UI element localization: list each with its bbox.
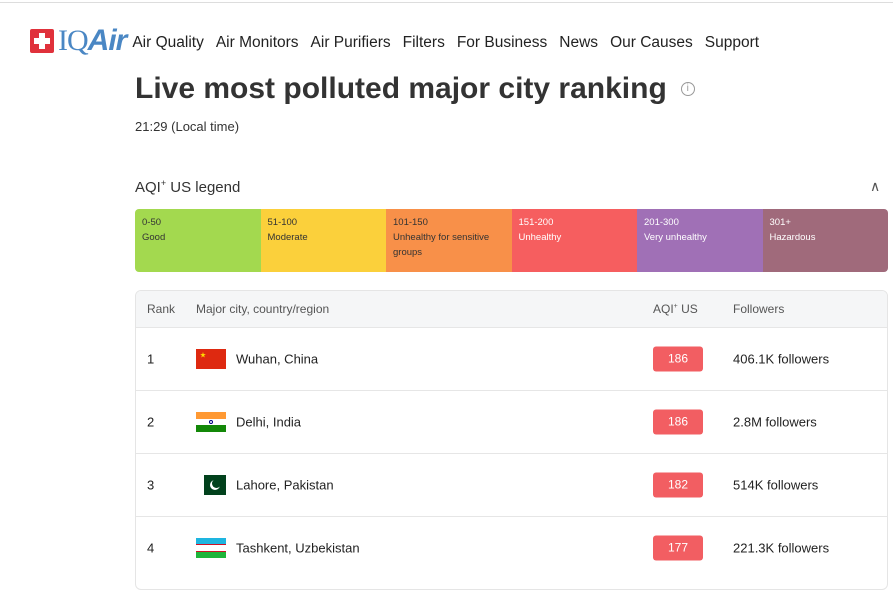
nav-item[interactable]: Filters [402,34,445,51]
legend-label: Unhealthy for sensitive groups [393,232,490,258]
logo-text: IQAir [58,24,127,57]
legend-label: Moderate [267,232,308,243]
nav-item[interactable]: Air Monitors [215,34,299,51]
top-border [0,2,893,3]
ranking-table: Rank Major city, country/region AQI+ US … [135,290,888,590]
legend-range: 201-300 [644,217,679,228]
rank: 3 [147,477,155,493]
followers: 2.8M followers [733,414,817,430]
swiss-cross-icon [30,29,54,53]
nav-item[interactable]: Air Purifiers [310,34,391,51]
china-flag-icon [196,349,226,369]
iqair-logo[interactable]: IQAir [30,24,127,58]
legend-segment: 0-50 Good [135,209,261,272]
title-row: Live most polluted major city ranking i [135,72,695,106]
header-aqi: AQI+ US [653,302,698,316]
pakistan-flag-icon [196,475,226,495]
legend-range: 101-150 [393,217,428,228]
legend-segment: 51-100 Moderate [260,209,386,272]
city-name[interactable]: Delhi, India [236,414,302,430]
table-row[interactable]: 4 Tashkent, Uzbekistan 177 221.3K follow… [136,516,887,579]
followers: 514K followers [733,477,819,493]
nav-item[interactable]: For Business [456,34,548,51]
aqi-badge: 186 [653,409,703,435]
nav-item[interactable]: Support [704,34,760,51]
legend-segment: 151-200 Unhealthy [511,209,637,272]
legend-segment: 101-150 Unhealthy for sensitive groups [386,209,512,272]
legend-label: Unhealthy [518,232,562,243]
main-nav: Air Quality Air Monitors Air Purifiers Filt… [132,34,759,52]
legend-label: Hazardous [769,232,816,243]
uzbekistan-flag-icon [196,538,226,558]
legend-range: 301+ [769,217,791,228]
table-header: Rank Major city, country/region AQI+ US … [136,291,887,327]
aqi-badge: 186 [653,346,703,372]
nav-item[interactable]: Our Causes [610,34,693,51]
legend-segment: 201-300 Very unhealthy [637,209,763,272]
followers: 221.3K followers [733,540,830,556]
header-rank: Rank [147,302,176,316]
legend-title: AQI+ US legend [135,178,241,196]
site-header: IQAir Air Quality Air Monitors Air Purifie… [30,24,759,58]
page-title: Live most polluted major city ranking [135,72,667,105]
legend-range: 151-200 [518,217,554,228]
legend-range: 51-100 [267,217,298,228]
info-icon[interactable]: i [680,82,695,96]
city-name[interactable]: Lahore, Pakistan [236,477,334,493]
followers: 406.1K followers [733,351,830,367]
legend-label: Good [142,232,166,243]
header-followers: Followers [733,302,785,316]
legend-label: Very unhealthy [644,232,707,243]
header-city: Major city, country/region [196,302,330,316]
table-row[interactable]: 2 Delhi, India 186 2.8M followers [136,390,887,453]
city-name[interactable]: Wuhan, China [236,351,319,367]
rank: 1 [147,351,155,367]
rank: 2 [147,414,155,430]
chevron-up-icon[interactable]: ∧ [870,178,881,194]
india-flag-icon [196,412,226,432]
nav-item[interactable]: News [559,34,599,51]
city-name[interactable]: Tashkent, Uzbekistan [236,540,360,556]
nav-item[interactable]: Air Quality [132,34,204,51]
local-time: 21:29 (Local time) [135,119,240,134]
aqi-badge: 177 [653,535,703,561]
table-row[interactable]: 3 Lahore, Pakistan 182 514K followers [136,453,887,516]
aqi-legend: 0-50 Good 51-100 Moderate 101-150 Unhealthy f… [135,209,888,272]
rank: 4 [147,540,155,556]
legend-range: 0-50 [142,217,162,228]
table-row[interactable]: 1 Wuhan, China 186 406.1K followers [136,327,887,390]
legend-segment: 301+ Hazardous [762,209,888,272]
aqi-badge: 182 [653,472,703,498]
